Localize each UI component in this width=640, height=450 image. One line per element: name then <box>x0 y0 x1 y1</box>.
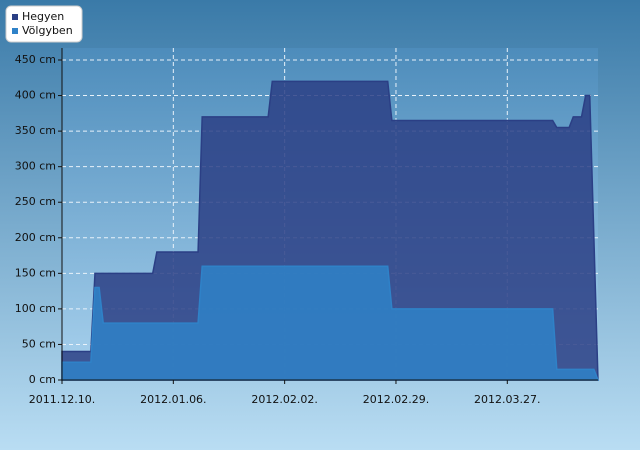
area <box>61 265 600 381</box>
legend-swatch <box>12 14 18 20</box>
x-tick-label: 2012.03.27. <box>474 393 540 406</box>
x-tick-label: 2012.02.29. <box>363 393 429 406</box>
legend-swatch <box>12 28 18 34</box>
y-tick-label: 450 cm <box>15 53 56 66</box>
x-tick-label: 2011.12.10. <box>29 393 95 406</box>
y-tick-label: 350 cm <box>15 124 56 137</box>
y-tick-label: 100 cm <box>15 302 56 315</box>
x-tick-label: 2012.01.06. <box>140 393 206 406</box>
legend-label: Hegyen <box>22 10 64 23</box>
y-tick-label: 0 cm <box>29 373 56 386</box>
legend-label: Völgyben <box>22 24 73 37</box>
area <box>61 80 599 381</box>
y-tick-label: 400 cm <box>15 89 56 102</box>
y-tick-label: 150 cm <box>15 266 56 279</box>
y-tick-label: 200 cm <box>15 231 56 244</box>
y-tick-label: 300 cm <box>15 160 56 173</box>
legend-box <box>5 5 83 43</box>
y-tick-label: 50 cm <box>22 337 56 350</box>
y-tick-label: 250 cm <box>15 195 56 208</box>
x-tick-label: 2012.02.02. <box>251 393 317 406</box>
